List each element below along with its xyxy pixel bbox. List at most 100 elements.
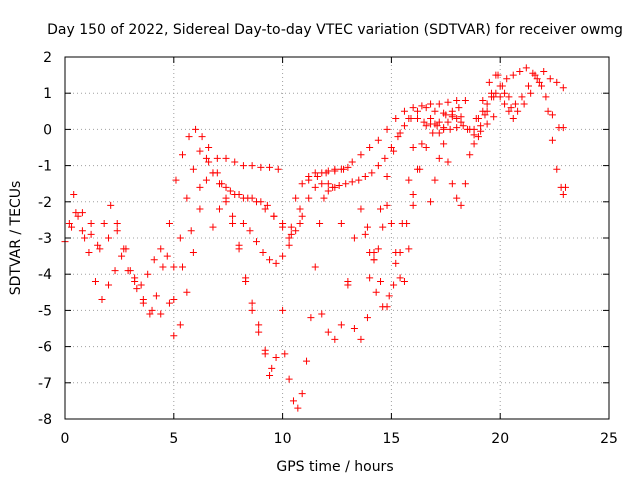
data-point <box>444 118 452 126</box>
data-point <box>348 158 356 166</box>
data-point <box>65 220 73 228</box>
series-track-n <box>474 67 567 141</box>
data-point <box>409 144 417 151</box>
data-point <box>231 191 239 199</box>
data-point <box>505 107 513 115</box>
data-point <box>313 172 321 180</box>
data-point <box>179 263 187 271</box>
data-point <box>357 335 365 343</box>
data-point <box>522 64 530 72</box>
data-point <box>335 182 343 190</box>
data-point <box>248 306 256 314</box>
data-point <box>444 98 452 106</box>
data-point <box>287 223 295 231</box>
data-point <box>279 223 287 231</box>
data-point <box>252 238 260 246</box>
tick-labels: 0 5 10 15 20 25 -8 -7 -6 -5 -4 -3 -2 -1 0 1 2 <box>38 50 618 447</box>
data-point <box>559 124 567 132</box>
series-track-h <box>318 104 463 343</box>
data-point <box>559 191 567 199</box>
series-track-e <box>209 163 352 380</box>
data-point <box>324 328 332 336</box>
data-point <box>448 113 456 121</box>
data-point <box>542 93 550 101</box>
data-point <box>435 129 443 137</box>
data-point <box>342 180 350 188</box>
data-point <box>165 299 173 307</box>
data-point <box>418 102 426 110</box>
data-point <box>520 100 528 108</box>
data-point <box>422 122 430 130</box>
data-point <box>548 136 556 144</box>
data-point <box>427 100 435 108</box>
data-point <box>405 245 413 253</box>
y-tick-label: 1 <box>43 86 52 102</box>
data-point <box>387 220 395 228</box>
data-point <box>361 172 369 180</box>
data-point <box>383 172 391 180</box>
data-point <box>176 234 184 242</box>
data-point <box>479 96 487 104</box>
data-point <box>466 151 474 159</box>
data-point <box>337 220 345 228</box>
data-point <box>548 111 556 119</box>
data-point <box>507 104 515 112</box>
data-point <box>431 107 439 115</box>
data-point <box>374 162 382 170</box>
data-point <box>239 194 247 202</box>
data-point <box>205 144 213 151</box>
data-point <box>183 194 191 202</box>
data-point <box>453 96 461 104</box>
data-point <box>202 154 210 162</box>
data-point <box>215 180 223 188</box>
data-point <box>494 71 502 79</box>
data-point <box>377 205 385 213</box>
data-point <box>390 281 398 289</box>
y-tick-label: -4 <box>38 267 52 283</box>
data-point <box>266 163 274 171</box>
data-point <box>472 115 480 123</box>
data-point <box>348 178 356 186</box>
data-point <box>546 75 554 83</box>
data-point <box>96 245 104 253</box>
data-point <box>540 67 548 75</box>
data-point <box>255 328 263 336</box>
data-point <box>185 133 193 141</box>
series-track-a <box>61 125 282 318</box>
data-point <box>122 245 130 253</box>
data-point <box>331 335 339 343</box>
data-point <box>337 165 345 173</box>
data-point <box>98 296 106 304</box>
data-point <box>409 191 417 199</box>
data-point <box>198 133 206 141</box>
data-point <box>461 96 469 104</box>
data-point <box>196 205 204 213</box>
data-point <box>137 281 145 289</box>
data-point <box>159 263 167 271</box>
data-point <box>544 107 552 115</box>
data-point <box>453 194 461 202</box>
data-series <box>61 64 569 412</box>
data-point <box>385 292 393 300</box>
data-point <box>435 154 443 162</box>
data-point <box>453 124 461 132</box>
grid-lines <box>64 56 610 420</box>
data-point <box>239 220 247 228</box>
data-point <box>318 180 326 188</box>
series-track-j <box>366 144 417 311</box>
axis-ticks <box>64 56 610 420</box>
data-point <box>316 220 324 228</box>
data-point <box>133 285 141 293</box>
data-point <box>274 165 282 173</box>
series-track-d <box>170 96 469 304</box>
y-tick-label: -7 <box>38 376 52 392</box>
data-point <box>524 82 532 90</box>
data-point <box>446 125 454 133</box>
data-point <box>303 357 311 365</box>
data-point <box>553 165 561 173</box>
data-point <box>324 167 332 175</box>
data-point <box>270 212 278 220</box>
data-point <box>113 227 121 235</box>
data-point <box>498 82 506 90</box>
data-point <box>329 183 337 191</box>
